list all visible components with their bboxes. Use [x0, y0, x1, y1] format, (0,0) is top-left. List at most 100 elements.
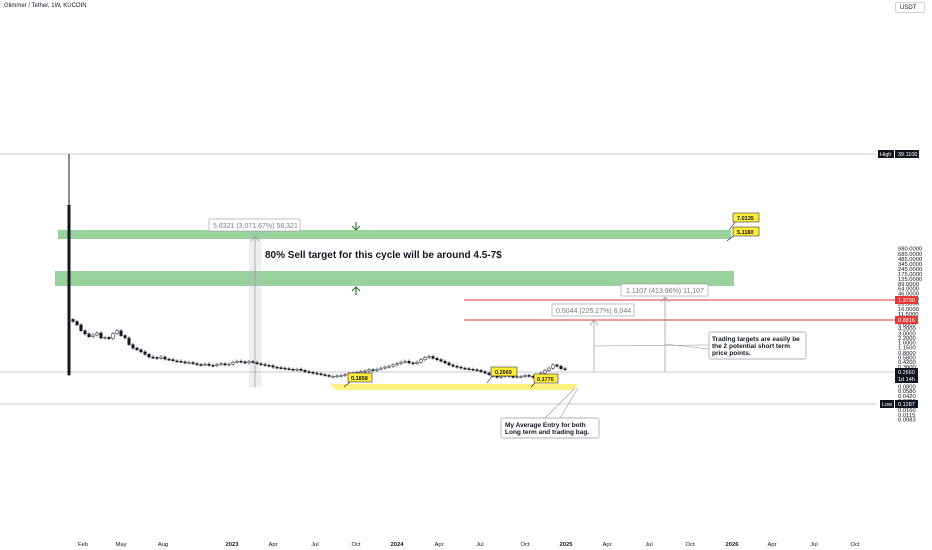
- candle-body: [327, 375, 331, 377]
- currency-button[interactable]: USDT: [895, 2, 925, 13]
- candle-body: [187, 362, 191, 364]
- candle-body: [559, 365, 563, 369]
- time-axis-label: Oct: [351, 542, 360, 548]
- candle-body: [463, 367, 467, 370]
- measure-label-1: 5.8321 (3,071.67%) 58,321: [208, 218, 301, 232]
- callout-pointer-4: [486, 375, 493, 384]
- candle-body: [279, 367, 283, 369]
- candle-body: [263, 364, 267, 366]
- price-callout-3: 0.1858: [347, 372, 373, 383]
- candle-body: [311, 372, 315, 374]
- candle-body: [411, 362, 415, 365]
- candle-body: [439, 359, 443, 362]
- candle-body: [427, 356, 431, 358]
- price-tick-label: 2.2000: [898, 336, 916, 342]
- candle-body: [303, 370, 307, 372]
- candle-body: [199, 364, 203, 366]
- candle-body: [223, 363, 227, 366]
- entry-zone[interactable]: [330, 384, 578, 390]
- candle-body: [171, 359, 175, 362]
- candle-body: [451, 364, 455, 367]
- candle-body: [495, 376, 499, 378]
- price-tick-label: 11.5000: [898, 312, 919, 318]
- candle-body: [415, 361, 419, 364]
- price-tick-label: 1.6000: [898, 341, 916, 347]
- svg-text:1.1107 (413.96%) 11,107: 1.1107 (413.96%) 11,107: [626, 288, 704, 295]
- time-axis-label: 2024: [391, 542, 405, 548]
- candle-body: [479, 370, 483, 372]
- candle-body: [295, 368, 299, 371]
- candle-body: [255, 362, 259, 364]
- candle-body: [123, 335, 127, 339]
- candle-body: [183, 361, 187, 364]
- candle-body: [419, 359, 423, 363]
- candle-body: [363, 370, 367, 373]
- price-tick-label: 89.0000: [898, 282, 919, 288]
- svg-text:7.0135: 7.0135: [737, 216, 754, 222]
- time-axis-label: May: [116, 542, 127, 548]
- candle-body: [127, 337, 131, 345]
- last-price-label: 0.2660 1d 14h: [895, 368, 918, 383]
- candle-body: [195, 363, 199, 365]
- trading-targets-note[interactable]: Trading targets are easily be the 2 pote…: [708, 331, 807, 360]
- price-tick-label: 46.0000: [898, 292, 919, 298]
- candle-body: [475, 369, 479, 372]
- candle-body: [219, 363, 223, 365]
- upper-sell-zone[interactable]: [58, 230, 731, 239]
- price-tick-label: 125.0000: [898, 277, 922, 283]
- price-tick-label: 0.0115: [898, 413, 915, 419]
- candle-body: [499, 376, 503, 378]
- candle-body: [259, 363, 263, 365]
- svg-text:5.8321 (3,071.67%) 58,321: 5.8321 (3,071.67%) 58,321: [213, 223, 298, 230]
- candle-body: [331, 376, 335, 378]
- candle-body: [271, 365, 275, 368]
- candle-body: [371, 369, 375, 372]
- candle-body: [287, 368, 291, 370]
- sell-target-annotation[interactable]: 80% Sell target for this cycle will be a…: [265, 250, 502, 261]
- svg-text:0.1287: 0.1287: [898, 402, 915, 408]
- candle-body: [323, 374, 327, 376]
- svg-text:High: High: [880, 152, 891, 158]
- svg-text:Trading targets are easily be: Trading targets are easily be: [712, 336, 800, 343]
- price-tick-label: 23.0000: [898, 302, 919, 308]
- candle-body: [459, 366, 463, 369]
- price-callout-5: 0.1776: [533, 373, 559, 384]
- time-axis-label: Apr: [767, 542, 776, 548]
- price-tick-label: 0.0160: [898, 408, 916, 414]
- candle-body: [391, 364, 395, 367]
- candle-body: [275, 366, 279, 369]
- price-tick-label: 0.0420: [898, 394, 916, 400]
- svg-text:5.1180: 5.1180: [737, 230, 754, 236]
- candle-body: [215, 364, 219, 367]
- candle-body: [167, 358, 171, 361]
- candle-body: [487, 372, 491, 375]
- price-tick-label: 175.0000: [898, 272, 922, 278]
- price-tick-label: 0.0580: [898, 389, 916, 395]
- candle-body: [395, 363, 399, 366]
- candle-body: [75, 321, 79, 326]
- candle-body: [435, 358, 439, 360]
- candle-body: [83, 330, 87, 335]
- candle-body: [135, 347, 139, 351]
- price-tick-label: 0.0083: [898, 418, 916, 424]
- callout-pointer-1: [728, 220, 737, 231]
- candle-body: [403, 360, 407, 363]
- avg-entry-connector-1: [544, 387, 576, 419]
- candle-body: [443, 360, 447, 364]
- candle-body: [555, 364, 559, 367]
- candle-body: [399, 361, 403, 364]
- svg-text:the 2 potential short term: the 2 potential short term: [712, 343, 790, 350]
- target-price-label-1: 1.3790: [895, 296, 918, 304]
- candle-body: [175, 360, 179, 363]
- candle-body: [143, 351, 147, 355]
- candle-body: [339, 375, 343, 377]
- candle-body: [379, 367, 383, 370]
- price-callout-1: 7.0135: [732, 212, 760, 223]
- avg-entry-note[interactable]: My Average Entry for both Long term and …: [500, 417, 600, 439]
- price-tick-label: 0.0800: [898, 385, 916, 391]
- candle-body: [551, 364, 555, 369]
- lower-sell-zone[interactable]: [55, 271, 734, 286]
- time-axis-label: 2025: [560, 542, 574, 548]
- candle-body: [159, 356, 163, 359]
